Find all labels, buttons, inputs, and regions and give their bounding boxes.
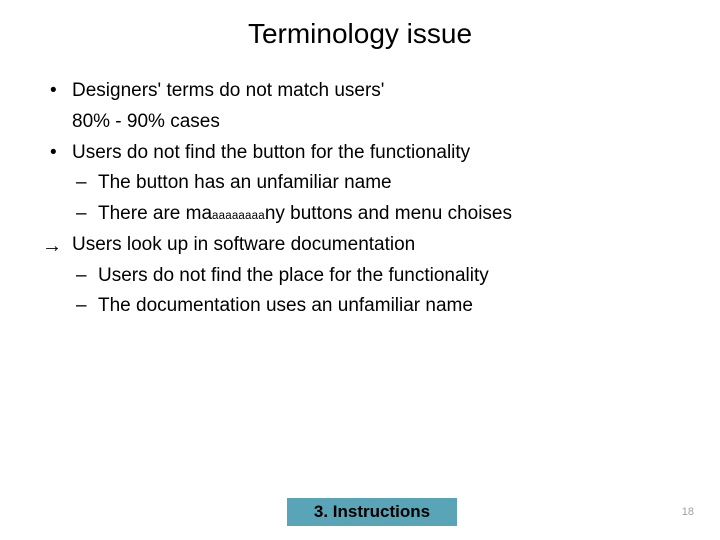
bullet-2-sub-1-text: The button has an unfamiliar name [98, 172, 392, 193]
bullet-1-sub-text: 80% - 90% cases [72, 111, 220, 132]
footer-badge: 3. Instructions [287, 498, 457, 526]
slide: Terminology issue Designers' terms do no… [0, 0, 720, 540]
bullet-3-sub-1-text: Users do not find the place for the func… [98, 265, 489, 286]
bullet-3-sub-2: The documentation uses an unfamiliar nam… [42, 291, 678, 322]
bullet-2-sub-2-mid: aaaaaaaa [212, 210, 265, 222]
bullet-1: Designers' terms do not match users' [42, 76, 678, 107]
bullet-3-text: Users look up in software documentation [72, 234, 415, 255]
bullet-2: Users do not find the button for the fun… [42, 138, 678, 169]
bullet-2-sub-1: The button has an unfamiliar name [42, 168, 678, 199]
bullet-2-sub-2: There are maaaaaaaaany buttons and menu … [42, 199, 678, 230]
slide-title: Terminology issue [0, 0, 720, 50]
slide-body: Designers' terms do not match users' 80%… [0, 50, 720, 322]
bullet-2-text: Users do not find the button for the fun… [72, 142, 470, 163]
bullet-3-sub-2-text: The documentation uses an unfamiliar nam… [98, 295, 473, 316]
bullet-3: → Users look up in software documentatio… [42, 230, 678, 261]
bullet-2-sub-2-post: ny buttons and menu choises [265, 203, 512, 224]
arrow-icon: → [42, 230, 62, 262]
bullet-2-sub-2-pre: There are ma [98, 203, 212, 224]
footer-badge-label: 3. Instructions [314, 502, 430, 522]
page-number: 18 [682, 506, 694, 518]
bullet-3-sub-1: Users do not find the place for the func… [42, 261, 678, 292]
bullet-1-subline: 80% - 90% cases [42, 107, 678, 138]
bullet-1-text: Designers' terms do not match users' [72, 80, 384, 101]
